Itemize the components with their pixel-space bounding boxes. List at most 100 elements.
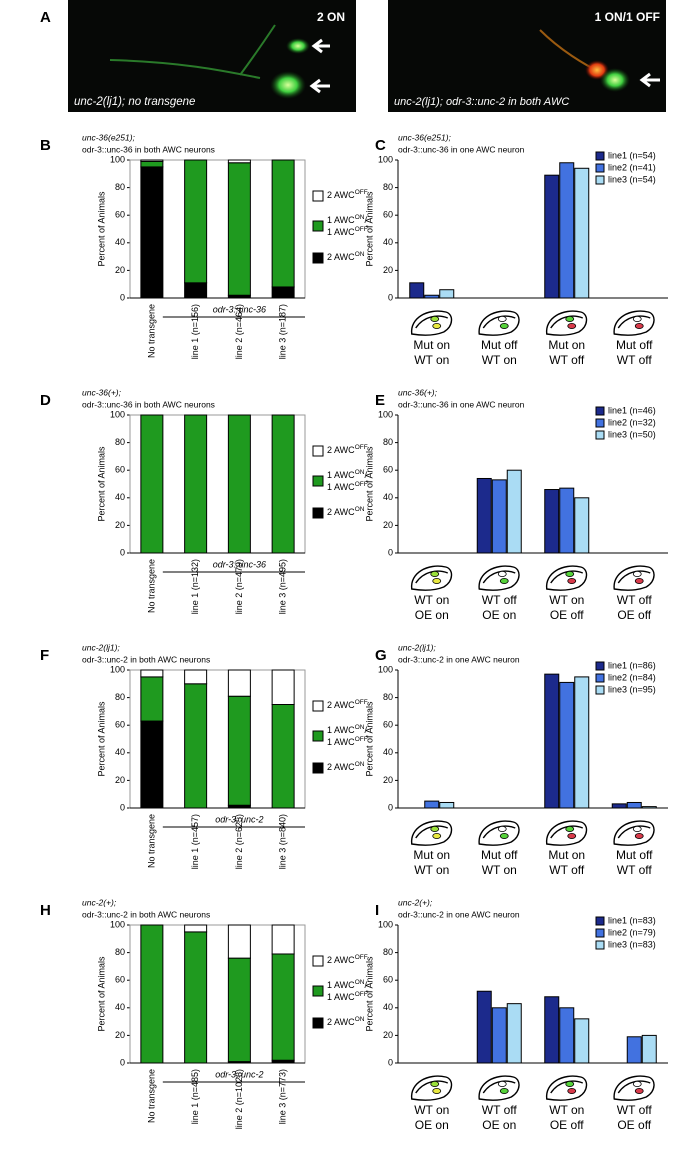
neuron [430,571,440,577]
chart-title: unc-2(lj1); [82,642,120,652]
y-tick-label: 40 [115,1002,125,1012]
neuron [432,833,442,839]
legend-label: line3 (n=83) [608,939,656,949]
legend-text: / [364,470,367,480]
legend-text: 2 AWC [327,955,355,965]
bar-segment [140,159,164,162]
y-tick-label: 0 [388,547,393,557]
y-tick-label: 0 [388,802,393,812]
neuron [565,571,575,577]
x-tick-label: Mut off [616,338,653,352]
image-caption: unc-2(lj1); no transgene [74,96,195,108]
image-label: 2 ON [317,10,345,24]
y-tick-label: 100 [110,919,125,929]
worm-icon [613,820,655,847]
y-tick-label: 100 [110,409,125,419]
chart-title: odr-3::unc-2 in both AWC neurons [82,909,210,919]
x-tick-label: Mut off [481,848,518,862]
x-tick-label: Mut on [548,338,585,352]
bar [544,996,560,1064]
y-tick-label: 80 [115,692,125,702]
x-tick-label: WT off [617,353,653,367]
worm-outline [411,310,453,337]
x-tick-label: No transgene [146,814,156,868]
legend-swatch [595,163,605,173]
neuron [497,826,507,832]
micrograph-right [388,0,666,112]
x-tick-label: WT off [617,1103,653,1117]
bar [559,681,575,809]
worm-outline [478,820,520,847]
neuron [632,316,642,322]
x-tick-label: WT on [414,1103,449,1117]
y-tick-label: 40 [383,747,393,757]
bar [611,803,627,809]
legend-text: 1 AWC [327,215,355,225]
bar-segment [140,924,164,1064]
panel-label: A [40,9,51,26]
legend-swatch [312,762,324,774]
bar [506,1003,522,1064]
worm-outline [546,1075,588,1102]
worm-icon [411,1075,453,1102]
chart-title: odr-3::unc-36 in one AWC neuron [398,399,525,409]
x-tick-label: WT off [617,863,653,877]
legend-swatch [312,507,324,519]
legend-swatch [312,190,324,202]
legend-text: OFF [355,736,368,743]
legend-text: OFF [355,226,368,233]
x-tick-label: OE on [415,608,449,622]
y-tick-label: 60 [383,975,393,985]
y-tick-label: 20 [115,265,125,275]
bar [424,800,440,809]
bar-segment [227,957,251,1063]
y-tick-label: 0 [388,292,393,302]
panel-label: G [375,647,387,664]
x-tick-label: No transgene [146,559,156,613]
bar-segment [271,924,295,955]
neuron [432,578,442,584]
y-tick-label: 40 [383,1002,393,1012]
worm-icon [478,310,520,337]
legend-label: 1 AWCON/ [327,979,367,990]
y-tick-label: 60 [383,465,393,475]
x-tick-label: WT off [549,353,585,367]
y-axis-label: Percent of Animals [364,446,374,522]
neuron [499,1088,509,1094]
x-tick-label: WT on [414,353,449,367]
legend-swatch [312,445,324,457]
legend-label: line3 (n=54) [608,174,656,184]
legend-swatch [595,418,605,428]
bar [574,497,590,554]
neuron [499,323,509,329]
neuron [499,578,509,584]
panel-label: B [40,137,51,154]
panel-label: I [375,902,379,919]
neuron [567,1088,577,1094]
chart-title: odr-3::unc-2 in both AWC neurons [82,654,210,664]
bar-segment [184,414,208,554]
x-tick-label: OE off [617,608,651,622]
chart-title: unc-2(+); [82,897,117,907]
legend-swatch [595,175,605,185]
legend-text: OFF [355,699,368,706]
x-tick-label: line 1 (n=457) [190,814,200,869]
neuron [567,323,577,329]
y-tick-label: 100 [110,154,125,164]
legend-text: 2 AWC [327,252,355,262]
legend-text: 2 AWC [327,445,355,455]
neuron [565,826,575,832]
legend-swatch [595,673,605,683]
y-tick-label: 100 [378,664,393,674]
legend-swatch [312,1017,324,1029]
x-tick-label: line 3 (n=773) [278,1069,288,1124]
neuron [497,1081,507,1087]
bar-segment [227,924,251,959]
neuron [499,833,509,839]
y-axis-label: Percent of Animals [96,956,106,1032]
legend-label: 2 AWCOFF [327,954,368,965]
y-axis-label: Percent of Animals [96,446,106,522]
bar [574,676,590,809]
bar-segment [140,720,164,809]
